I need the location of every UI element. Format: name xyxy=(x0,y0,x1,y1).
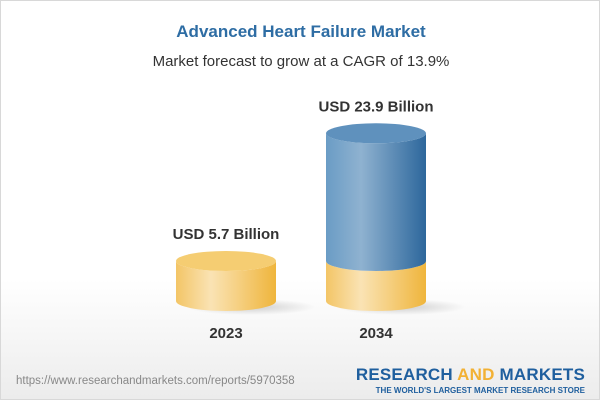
category-label-2023: 2023 xyxy=(209,325,242,342)
cylinder-2023-body xyxy=(176,261,276,311)
logo-text-markets: MARKETS xyxy=(494,365,585,384)
chart-subtitle: Market forecast to grow at a CAGR of 13.… xyxy=(152,53,450,70)
logo-tagline: THE WORLD'S LARGEST MARKET RESEARCH STOR… xyxy=(375,386,585,395)
category-label-2034: 2034 xyxy=(359,325,393,342)
logo-text-research: RESEARCH xyxy=(355,365,458,384)
source-url[interactable]: https://www.researchandmarkets.com/repor… xyxy=(16,375,295,387)
data-label-2034: USD 23.9 Billion xyxy=(318,98,433,115)
chart-title: Advanced Heart Failure Market xyxy=(176,22,426,41)
cylinder-2034-base-segment-body xyxy=(326,261,426,311)
cylinder-2034-growth-segment-body xyxy=(326,133,426,271)
research-and-markets-logo: RESEARCH AND MARKETS THE WORLD'S LARGEST… xyxy=(356,365,585,395)
cylinder-2034-growth-segment-top xyxy=(326,123,426,144)
logo-text-and: AND xyxy=(457,365,495,384)
cylinder-2023-top xyxy=(176,251,276,271)
data-label-2023: USD 5.7 Billion xyxy=(173,226,280,243)
